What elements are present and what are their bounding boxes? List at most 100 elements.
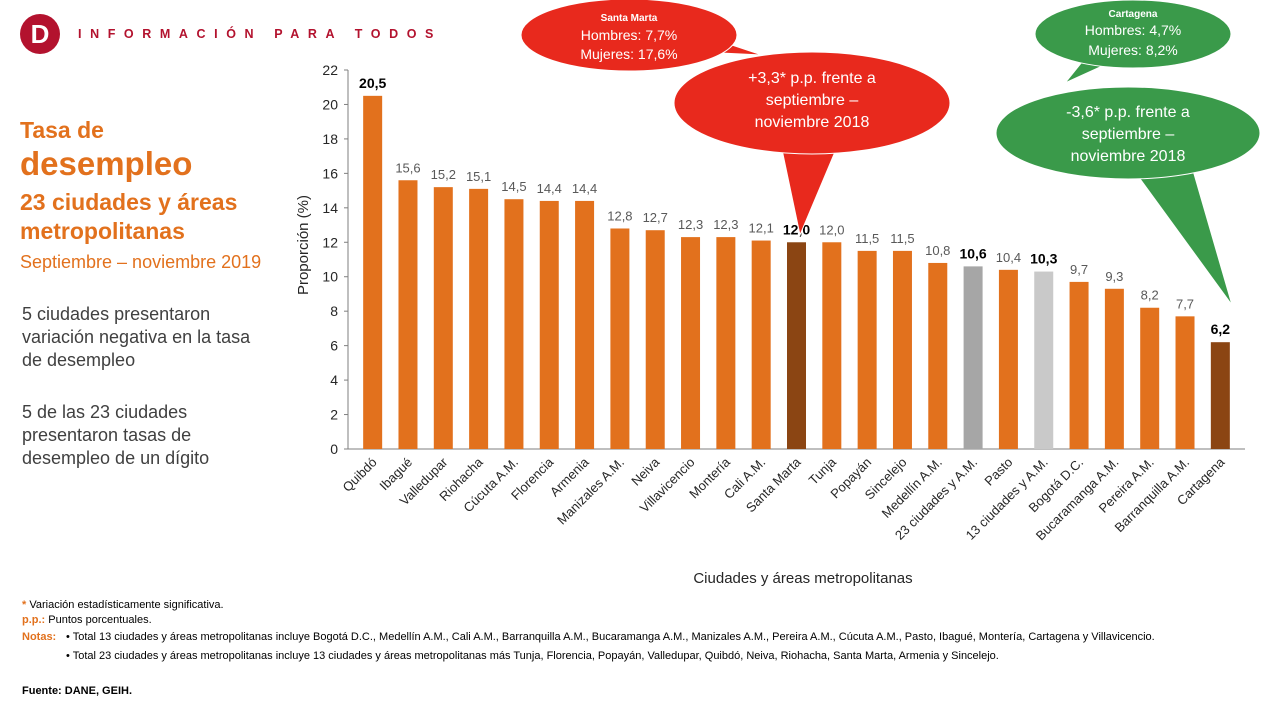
bar-Cúcuta A.M. — [504, 199, 524, 449]
data-label: 10,6 — [959, 245, 986, 261]
callout-tail — [1129, 159, 1233, 306]
callout-bubble — [520, 0, 738, 72]
chart-axes: 0 2 4 6 8 10 12 14 16 18 20 22 Proporción (%) Ciudade… — [295, 62, 1245, 587]
pp-text: Puntos porcentuales. — [48, 614, 152, 626]
nota-2: • Total 23 ciudades y áreas metropolitan… — [66, 650, 999, 662]
y-tick-label: 2 — [330, 407, 338, 423]
tagline: INFORMACIÓN PARA TODOS — [78, 27, 442, 41]
source: Fuente: DANE, GEIH. — [22, 685, 133, 697]
bar-Bogotá D.C. — [1069, 281, 1089, 449]
bar-Medellín A.M. — [928, 262, 948, 449]
callout-mujeres: Mujeres: 17,6% — [580, 46, 677, 62]
bar-Barranquilla A.M. — [1175, 316, 1195, 449]
footnote-notas: Notas: • Total 13 ciudades y áreas metro… — [22, 630, 1272, 664]
data-label: 15,6 — [395, 160, 420, 175]
pp-label: p.p.: — [22, 614, 46, 626]
bar-13 ciudades y A.M. — [1034, 271, 1054, 449]
category-label: Quibdó — [340, 455, 380, 495]
bar-Riohacha — [469, 188, 489, 450]
data-label: 15,1 — [466, 169, 491, 184]
bar-Villavicencio — [681, 237, 701, 449]
callout-line: septiembre – — [1082, 126, 1175, 143]
bar-Montería — [716, 237, 736, 449]
bar-Santa Marta — [787, 242, 806, 449]
data-label: 20,5 — [359, 75, 386, 91]
callout-bubble — [673, 51, 951, 155]
y-tick-label: 4 — [330, 372, 338, 388]
asterisk-text: Variación estadísticamente significativa… — [29, 599, 224, 611]
title-line1: Tasa de — [20, 117, 104, 143]
bar-Cali A.M. — [751, 240, 771, 449]
bar-Quibdó — [363, 95, 383, 449]
callout-line: septiembre – — [766, 92, 859, 109]
data-label: 6,2 — [1211, 321, 1231, 337]
bar-Florencia — [539, 200, 559, 449]
period: Septiembre – noviembre 2019 — [20, 252, 262, 272]
bar-Valledupar — [433, 187, 453, 450]
bar-Armenia — [575, 200, 595, 449]
footnote-pp: p.p.: Puntos porcentuales. — [22, 613, 152, 628]
callout-bubble — [995, 86, 1261, 180]
dane-logo: D — [20, 14, 60, 54]
y-tick-label: 10 — [322, 269, 338, 285]
callout-hombres: Hombres: 7,7% — [581, 27, 677, 43]
data-label: 12,3 — [678, 217, 703, 232]
callout-line: noviembre 2018 — [755, 114, 870, 131]
callout-line: noviembre 2018 — [1071, 148, 1186, 165]
nota-1: • Total 13 ciudades y áreas metropolitan… — [66, 631, 1155, 643]
callout-santa-marta: Santa Marta Hombres: 7,7% Mujeres: 17,6% — [520, 0, 763, 72]
data-label: 9,3 — [1105, 269, 1123, 284]
logo-letter: D — [30, 19, 50, 49]
data-label: 14,4 — [572, 181, 597, 196]
bar-Bucaramanga A.M. — [1104, 288, 1124, 449]
data-label: 7,7 — [1176, 296, 1194, 311]
data-label: 11,5 — [855, 231, 879, 246]
y-tick-label: 0 — [330, 441, 338, 457]
y-tick-label: 6 — [330, 338, 338, 354]
callout-hombres: Hombres: 4,7% — [1085, 22, 1181, 38]
y-axis-title: Proporción (%) — [295, 195, 312, 295]
y-tick-label: 12 — [322, 234, 338, 250]
callout-santa-marta-change: +3,3* p.p. frente a septiembre – noviembre… — [673, 51, 951, 237]
bar-Neiva — [645, 230, 665, 449]
y-tick-label: 18 — [322, 131, 338, 147]
y-tick-label: 14 — [322, 200, 338, 216]
callout-line: -3,6* p.p. frente a — [1066, 104, 1190, 121]
data-label: 12,7 — [643, 210, 668, 225]
x-axis-title: Ciudades y áreas metropolitanas — [693, 570, 912, 587]
bar-Pasto — [998, 269, 1018, 449]
note-single-digit: 5 de las 23 ciudades presentaron tasas d… — [22, 402, 210, 468]
callout-mujeres: Mujeres: 8,2% — [1088, 42, 1177, 58]
data-label: 8,2 — [1141, 288, 1159, 303]
title-line2: desempleo — [20, 145, 193, 182]
callout-bubble — [1034, 0, 1232, 69]
y-tick-label: 20 — [322, 96, 338, 112]
data-label: 10,4 — [996, 250, 1021, 265]
callout-city: Santa Marta — [601, 13, 658, 24]
data-label: 12,0 — [819, 222, 844, 237]
data-label: 12,1 — [749, 221, 774, 236]
callout-line: +3,3* p.p. frente a — [748, 70, 876, 87]
data-label: 15,2 — [431, 167, 456, 182]
bar-Cartagena — [1210, 342, 1230, 449]
data-label: 12,8 — [607, 208, 632, 223]
bar-Ibagué — [398, 180, 418, 449]
y-tick-label: 16 — [322, 165, 338, 181]
data-label: 14,4 — [537, 181, 562, 196]
title-line3: 23 ciudades y áreas metropolitanas — [20, 189, 238, 244]
data-label: 9,7 — [1070, 262, 1088, 277]
callout-cartagena: Cartagena Hombres: 4,7% Mujeres: 8,2% — [1034, 0, 1232, 84]
bar-Popayán — [857, 250, 877, 449]
asterisk-mark: * — [22, 599, 27, 611]
data-label: 12,0 — [783, 221, 810, 237]
bar-Pereira A.M. — [1140, 307, 1160, 449]
data-label: 14,5 — [501, 179, 526, 194]
footnote-asterisk: * Variación estadísticamente significati… — [22, 598, 224, 613]
data-label: 10,8 — [925, 243, 950, 258]
y-tick-label: 22 — [322, 62, 338, 78]
data-label: 11,5 — [890, 231, 914, 246]
data-label: 12,3 — [713, 217, 738, 232]
callout-cartagena-change: -3,6* p.p. frente a septiembre – noviembre… — [995, 86, 1261, 306]
